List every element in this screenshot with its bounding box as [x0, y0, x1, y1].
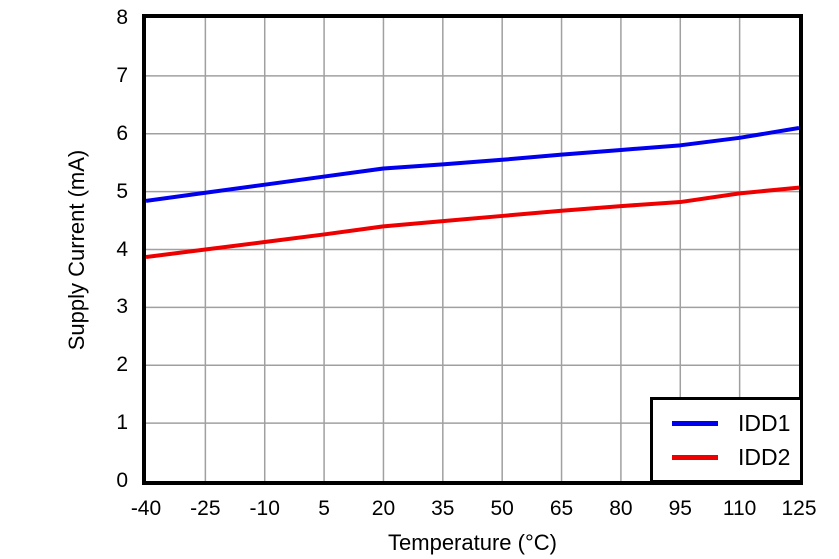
- x-tick-label: 110: [722, 497, 757, 520]
- x-tick-label: 20: [371, 497, 396, 520]
- y-tick-label: 8: [116, 6, 128, 29]
- legend-swatch-idd1: [672, 420, 718, 426]
- x-tick-label: 35: [431, 497, 455, 520]
- y-tick-label: 3: [116, 295, 128, 319]
- legend: IDD1 IDD2: [650, 397, 803, 483]
- series-lines: [146, 125, 799, 260]
- legend-label-idd2: IDD2: [738, 443, 791, 470]
- series-line-idd2: [146, 185, 799, 260]
- x-tick-label: 95: [668, 497, 692, 520]
- x-axis-title: Temperature (°C): [388, 530, 557, 555]
- x-tick-label: 50: [490, 497, 514, 520]
- x-tick-label: -25: [190, 497, 221, 520]
- y-tick-label: 0: [116, 469, 128, 492]
- gridlines: [146, 18, 799, 481]
- y-tick-label: 2: [116, 353, 128, 377]
- legend-label-idd1: IDD1: [738, 409, 791, 436]
- y-tick-label: 1: [116, 411, 128, 435]
- y-tick-label: 4: [116, 237, 128, 261]
- series-line-idd1: [146, 125, 799, 203]
- plot-area: [142, 14, 803, 485]
- x-tick-label: 5: [318, 497, 330, 520]
- x-tick-label: 125: [781, 497, 817, 520]
- legend-item-idd2: IDD2: [672, 444, 800, 470]
- y-tick-label: 5: [116, 179, 128, 203]
- x-tick-label: -10: [249, 497, 280, 520]
- y-tick-label: 6: [116, 121, 128, 145]
- x-tick-label: 65: [549, 497, 574, 520]
- legend-item-idd1: IDD1: [672, 410, 800, 436]
- legend-swatch-idd2: [672, 454, 718, 460]
- plot-svg: [146, 18, 799, 481]
- x-tick-label: 80: [609, 497, 633, 520]
- y-tick-label: 7: [116, 63, 128, 87]
- x-tick-label: -40: [130, 497, 162, 520]
